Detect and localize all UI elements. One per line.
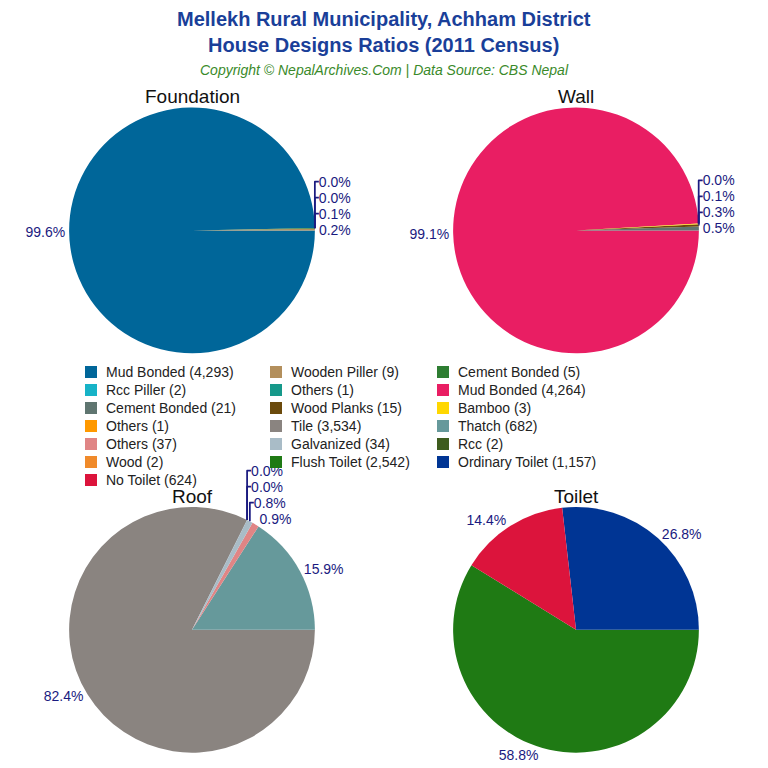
html-text:Others (37): Others (37) xyxy=(106,435,177,452)
html-text:Galvanized (34): Galvanized (34) xyxy=(291,435,390,452)
svg-text:Wall: Wall xyxy=(558,86,594,107)
svg-text:0.0%: 0.0% xyxy=(319,190,351,206)
svg-text:0.5%: 0.5% xyxy=(703,220,735,236)
svg-text:15.9%: 15.9% xyxy=(304,561,344,577)
svg-text:14.4%: 14.4% xyxy=(466,512,506,528)
svg-text:Roof: Roof xyxy=(172,486,213,507)
svg-text:0.3%: 0.3% xyxy=(703,204,735,220)
html-text:Wood Planks (15): Wood Planks (15) xyxy=(291,399,402,416)
svg-text:0.0%: 0.0% xyxy=(319,174,351,190)
svg-text:0.0%: 0.0% xyxy=(251,462,283,479)
svg-text:58.8%: 58.8% xyxy=(499,747,539,763)
svg-text:99.6%: 99.6% xyxy=(25,224,65,240)
html-text:Wood (2): Wood (2) xyxy=(106,453,164,470)
svg-text:99.1%: 99.1% xyxy=(409,226,449,242)
html-text:Others (1): Others (1) xyxy=(291,381,354,398)
svg-text:Foundation: Foundation xyxy=(145,86,240,107)
svg-text:Mellekh Rural Municipality, Ac: Mellekh Rural Municipality, Achham Distr… xyxy=(177,8,591,56)
svg-text:26.8%: 26.8% xyxy=(662,526,702,542)
html-text:Cement Bonded (21): Cement Bonded (21) xyxy=(106,399,236,416)
svg-text:0.0%: 0.0% xyxy=(703,172,735,188)
html-text:Ordinary Toilet (1,157): Ordinary Toilet (1,157) xyxy=(458,453,597,470)
svg-text:82.4%: 82.4% xyxy=(44,688,84,704)
svg-text:0.8%: 0.8% xyxy=(254,495,286,511)
html-text:Others (1): Others (1) xyxy=(106,417,169,434)
svg-text:0.2%: 0.2% xyxy=(319,222,351,238)
svg-text:0.1%: 0.1% xyxy=(319,206,351,222)
html-text:No Toilet (624): No Toilet (624) xyxy=(106,471,197,488)
html-text:Mud Bonded (4,293): Mud Bonded (4,293) xyxy=(106,363,234,380)
html-text:Rcc (2): Rcc (2) xyxy=(458,435,504,452)
html-text:Mud Bonded (4,264): Mud Bonded (4,264) xyxy=(458,381,586,398)
svg-text:Copyright © NepalArchives.Com: Copyright © NepalArchives.Com | Data Sou… xyxy=(200,62,569,78)
html-text:Bamboo (3): Bamboo (3) xyxy=(458,399,532,416)
svg-text:Toilet: Toilet xyxy=(554,486,599,507)
html-text:Flush Toilet (2,542): Flush Toilet (2,542) xyxy=(291,453,410,470)
html-text:Rcc Piller (2): Rcc Piller (2) xyxy=(106,381,187,398)
svg-text:0.9%: 0.9% xyxy=(260,511,292,527)
svg-text:0.1%: 0.1% xyxy=(703,188,735,204)
html-text:Wooden Piller (9): Wooden Piller (9) xyxy=(291,363,399,380)
svg-text:0.0%: 0.0% xyxy=(251,479,283,495)
html-text:Thatch (682): Thatch (682) xyxy=(458,417,538,434)
html-text:Cement Bonded (5): Cement Bonded (5) xyxy=(458,363,581,380)
html-text:Tile (3,534): Tile (3,534) xyxy=(291,417,362,434)
